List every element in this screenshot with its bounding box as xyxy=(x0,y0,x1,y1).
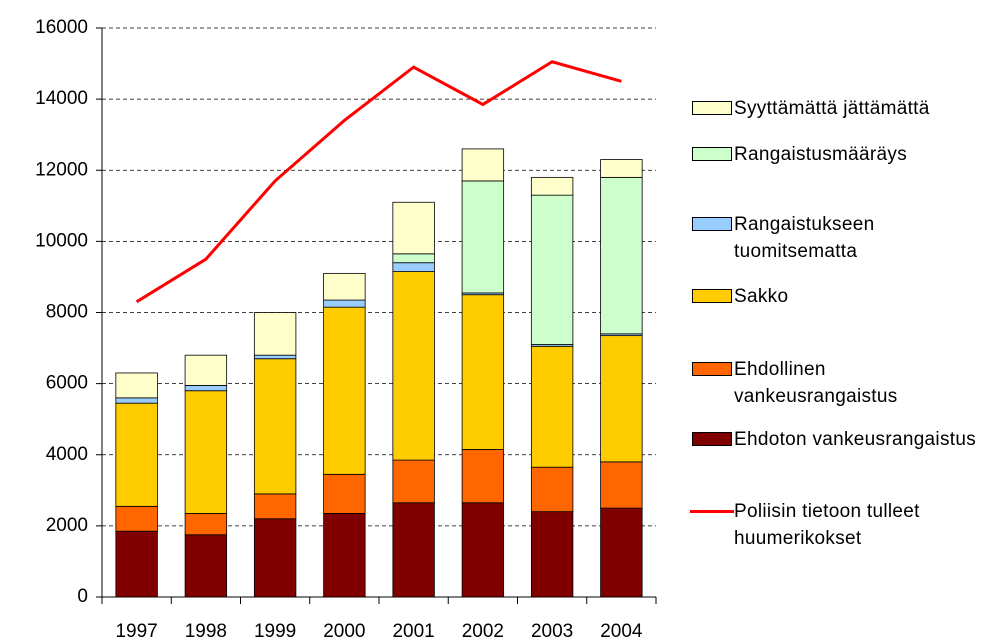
y-tick-label: 0 xyxy=(77,586,88,607)
legend-label: Ehdollinen vankeusrangaistus xyxy=(734,359,898,407)
bar-segment xyxy=(253,518,297,598)
y-tick-label: 6000 xyxy=(46,373,88,394)
bar-segment xyxy=(253,354,297,360)
bar-segment xyxy=(184,385,228,392)
legend-label: Poliisin tietoon tulleet huumerikokset xyxy=(734,501,920,549)
legend-swatch xyxy=(692,217,732,231)
legend-item: Sakko xyxy=(690,283,984,310)
bar-segment xyxy=(323,473,366,514)
x-tick-label: 1997 xyxy=(115,621,157,642)
bar-segment xyxy=(115,402,158,507)
bar-segment xyxy=(392,201,435,255)
x-tick-label: 2003 xyxy=(531,621,573,642)
bar-segment xyxy=(600,461,643,509)
bar-segment xyxy=(392,502,435,598)
x-tick-label: 2004 xyxy=(600,621,643,642)
bar-segment xyxy=(184,534,228,598)
legend-item: Rangaistukseen tuomitsematta xyxy=(690,211,984,265)
y-tick-label: 8000 xyxy=(46,302,88,323)
y-tick-label: 2000 xyxy=(46,515,88,536)
bar-segment xyxy=(392,262,435,273)
bar-segment xyxy=(392,459,435,504)
bar-segment xyxy=(115,505,158,532)
y-tick-label: 14000 xyxy=(35,88,88,109)
bar-segment xyxy=(461,294,505,450)
legend-item: Ehdoton vankeusrangaistus xyxy=(690,426,984,453)
bar-segment xyxy=(600,159,643,178)
y-tick-label: 10000 xyxy=(35,230,88,251)
y-tick-label: 12000 xyxy=(35,159,88,180)
legend-swatch xyxy=(692,101,732,115)
legend-swatch xyxy=(692,362,732,376)
legend-label: Rangaistusmääräys xyxy=(734,144,908,165)
bar-segment xyxy=(184,354,228,386)
bar-segment xyxy=(600,335,643,463)
bar-segment xyxy=(461,180,505,294)
legend-swatch xyxy=(692,289,732,303)
bar-segment xyxy=(461,449,505,504)
x-tick-label: 1998 xyxy=(185,621,227,642)
bar-segment xyxy=(323,306,366,475)
legend-item: Ehdollinen vankeusrangaistus xyxy=(690,356,984,410)
bar-segment xyxy=(600,176,643,335)
y-tick-label: 16000 xyxy=(35,17,88,38)
bar-segment xyxy=(253,358,297,495)
bar-segment xyxy=(323,513,366,598)
x-tick-label: 2000 xyxy=(323,621,365,642)
bar-segment xyxy=(115,530,158,598)
bar-segment xyxy=(461,148,505,182)
bar-segment xyxy=(530,194,574,345)
x-tick-label: 2002 xyxy=(462,621,504,642)
bar-segment xyxy=(600,507,643,598)
legend-swatch xyxy=(692,432,732,446)
y-tick-label: 4000 xyxy=(46,444,88,465)
bar-segment xyxy=(530,176,574,196)
bar-segment xyxy=(530,466,574,513)
bar-segment xyxy=(323,299,366,308)
legend-item: Syyttämättä jättämättä xyxy=(690,95,984,122)
bar-segment xyxy=(530,511,574,598)
x-tick-label: 2001 xyxy=(392,621,434,642)
bar-segment xyxy=(392,253,435,264)
bar-segment xyxy=(253,312,297,356)
bar-segment xyxy=(115,397,158,404)
bar-segment xyxy=(184,513,228,536)
legend-swatch xyxy=(692,147,732,161)
bar-segment xyxy=(253,493,297,520)
bar-segment xyxy=(530,345,574,468)
bar-segment xyxy=(461,502,505,598)
legend-label: Syyttämättä jättämättä xyxy=(734,98,930,119)
legend-label: Ehdoton vankeusrangaistus xyxy=(734,429,976,450)
legend-item: Rangaistusmääräys xyxy=(690,141,984,168)
bar-segment xyxy=(184,390,228,514)
legend-swatch xyxy=(690,510,734,513)
legend-label: Sakko xyxy=(734,286,789,307)
line xyxy=(135,60,622,304)
bar-segment xyxy=(392,271,435,461)
x-tick-label: 1999 xyxy=(254,621,296,642)
bar-segment xyxy=(323,272,366,301)
legend-item: Poliisin tietoon tulleet huumerikokset xyxy=(690,498,984,552)
bar-segment xyxy=(115,372,158,399)
legend-label: Rangaistukseen tuomitsematta xyxy=(734,214,875,262)
